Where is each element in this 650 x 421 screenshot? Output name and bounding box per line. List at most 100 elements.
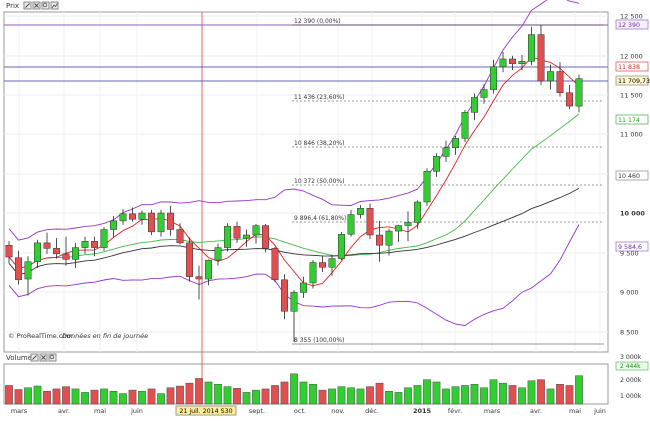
volume-bar xyxy=(33,385,42,405)
zoom-icon[interactable] xyxy=(41,1,50,10)
time-tick-label: avr. xyxy=(58,407,70,415)
volume-bar xyxy=(185,382,194,405)
price-tick-label: 10 000 xyxy=(620,210,645,218)
candle-body xyxy=(157,212,165,233)
volume-bar xyxy=(204,381,213,405)
volume-bar xyxy=(5,385,13,405)
fibonacci-label: 8 355 (100,00%) xyxy=(294,337,344,344)
candle-body xyxy=(62,253,70,260)
volume-pane-label: Volume xyxy=(6,354,32,362)
volume-series xyxy=(5,373,583,405)
price-tag xyxy=(615,114,649,125)
volume-bar xyxy=(62,386,70,405)
volume-bar xyxy=(347,387,355,405)
moving-average-40-line xyxy=(8,188,580,276)
time-tick-label: oct. xyxy=(294,407,306,415)
candle-body xyxy=(138,212,146,220)
volume-bar xyxy=(14,389,23,405)
volume-bar xyxy=(470,384,479,405)
volume-bar xyxy=(195,378,203,405)
volume-bar xyxy=(233,388,241,405)
candle-body xyxy=(186,242,193,277)
price-grid xyxy=(4,12,608,352)
candle-body xyxy=(423,171,431,203)
candle-body xyxy=(233,226,241,239)
close-icon[interactable] xyxy=(39,353,48,362)
candle-body xyxy=(404,222,412,226)
candle-body xyxy=(442,147,450,157)
price-pane[interactable] xyxy=(3,11,609,353)
volume-tag xyxy=(615,361,649,371)
volume-bar xyxy=(565,385,574,405)
time-tick-label: juin xyxy=(593,407,606,415)
time-tick-label: juin xyxy=(130,407,143,415)
volume-bar xyxy=(461,385,469,405)
candle-body xyxy=(528,34,535,62)
time-tick-label: févr. xyxy=(448,407,462,415)
volume-bar xyxy=(252,389,260,405)
candle-body xyxy=(290,292,298,312)
volume-bar xyxy=(52,388,61,405)
candle-body xyxy=(252,225,260,236)
fibonacci-label: 10 846 (38,20%) xyxy=(294,140,344,147)
wrench-icon[interactable] xyxy=(30,353,39,362)
candle-body xyxy=(499,58,507,68)
volume-bar xyxy=(480,387,488,405)
volume-bar xyxy=(147,388,156,405)
zoom-icon[interactable] xyxy=(48,353,57,362)
candle-body xyxy=(5,244,13,258)
fibonacci-label: 11 436 (23,60%) xyxy=(294,94,344,101)
candlestick-series xyxy=(5,25,583,342)
candle-body xyxy=(300,282,307,293)
candle-body xyxy=(119,213,127,222)
time-tick-label: avr. xyxy=(530,407,542,415)
candle-body xyxy=(243,234,250,239)
price-tag xyxy=(615,241,649,252)
volume-bar xyxy=(138,391,146,405)
volume-bar xyxy=(100,388,108,405)
volume-bar xyxy=(242,392,251,405)
candle-body xyxy=(167,212,174,230)
volume-bar xyxy=(43,391,51,405)
cursor-date-label: 21 juil. 2014 S30 xyxy=(179,408,232,415)
volume-bar xyxy=(385,391,393,405)
candle-body xyxy=(72,247,79,260)
candle-body xyxy=(100,229,108,248)
wrench-icon[interactable] xyxy=(23,1,32,10)
chart-icon[interactable] xyxy=(50,1,59,10)
cursor-date-box xyxy=(175,405,237,416)
candle-body xyxy=(148,212,155,233)
volume-bar xyxy=(366,386,374,405)
volume-tick-label: 1 000k xyxy=(620,393,642,400)
volume-bar xyxy=(214,384,222,405)
volume-bar xyxy=(309,384,317,405)
close-icon[interactable] xyxy=(32,1,41,10)
volume-bar xyxy=(328,388,336,405)
candle-body xyxy=(309,262,317,284)
price-tag-label: 12 390 xyxy=(618,22,640,29)
time-tick-label: mai xyxy=(94,407,106,415)
candle-body xyxy=(385,230,393,246)
price-tick-label: 12 500 xyxy=(620,13,643,21)
candle-body xyxy=(81,241,89,248)
price-pane-label: Prix xyxy=(6,2,19,10)
fibonacci-label: 9 896,4 (61,80%) xyxy=(294,215,346,222)
time-tick-label: mai xyxy=(569,407,581,415)
fibonacci-label: 10 372 (50,00%) xyxy=(294,178,344,185)
time-tick-label: mars xyxy=(11,407,28,415)
candle-body xyxy=(43,242,51,249)
volume-bar xyxy=(24,387,32,405)
volume-bar xyxy=(575,375,583,405)
candle-body xyxy=(395,225,402,232)
candle-body xyxy=(471,97,478,113)
volume-bar xyxy=(176,385,184,405)
volume-bar xyxy=(299,381,308,405)
price-tag-label: 10 460 xyxy=(618,173,640,180)
candle-body xyxy=(509,58,516,64)
price-tag xyxy=(615,170,649,181)
volume-bar xyxy=(556,384,564,405)
candle-body xyxy=(433,156,440,172)
candle-body xyxy=(15,257,22,281)
candle-body xyxy=(537,34,545,82)
volume-bar xyxy=(271,385,279,405)
